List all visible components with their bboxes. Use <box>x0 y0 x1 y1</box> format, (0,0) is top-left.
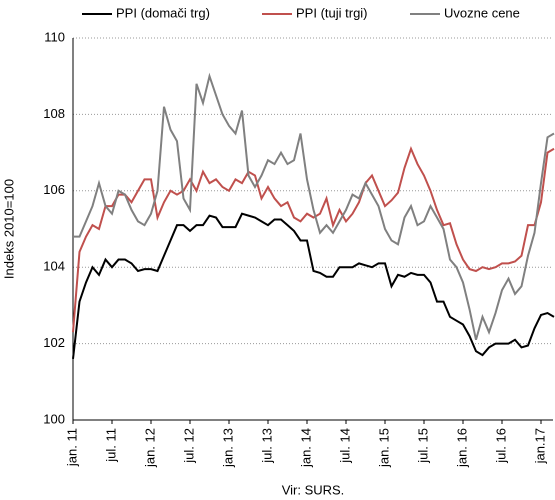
x-tick-label: jan. 12 <box>142 428 157 468</box>
legend-label: PPI (tuji trgi) <box>296 5 368 20</box>
x-tick-label: jul. 16 <box>493 428 508 464</box>
series-line <box>72 145 555 333</box>
x-tick-label: jul. 14 <box>337 428 352 464</box>
y-tick-label: 100 <box>43 411 65 426</box>
x-tick-label: jan.17 <box>532 428 547 464</box>
y-tick-label: 104 <box>43 259 65 274</box>
y-tick-label: 108 <box>43 106 65 121</box>
x-tick-label: jul. 11 <box>103 428 118 463</box>
y-axis-label: Indeks 2010=100 <box>1 179 16 279</box>
y-tick-label: 106 <box>43 182 65 197</box>
series-line <box>73 72 555 341</box>
x-tick-label: jan. 16 <box>454 428 469 468</box>
source: Vir: SURS. <box>282 482 345 497</box>
y-tick-label: 102 <box>43 335 65 350</box>
x-tick-label: jul. 13 <box>259 428 274 464</box>
y-tick-label: 110 <box>44 29 65 44</box>
x-tick-label: jan. 13 <box>220 428 235 468</box>
legend-label: Uvozne cene <box>444 5 520 20</box>
series-line <box>72 212 555 359</box>
x-tick-label: jan. 15 <box>376 428 391 468</box>
x-tick-label: jan. 11 <box>64 428 79 467</box>
x-tick-label: jul. 12 <box>181 428 196 464</box>
legend-label: PPI (domači trg) <box>116 5 210 20</box>
x-tick-label: jan. 14 <box>298 428 313 468</box>
x-tick-label: jul. 15 <box>415 428 430 464</box>
